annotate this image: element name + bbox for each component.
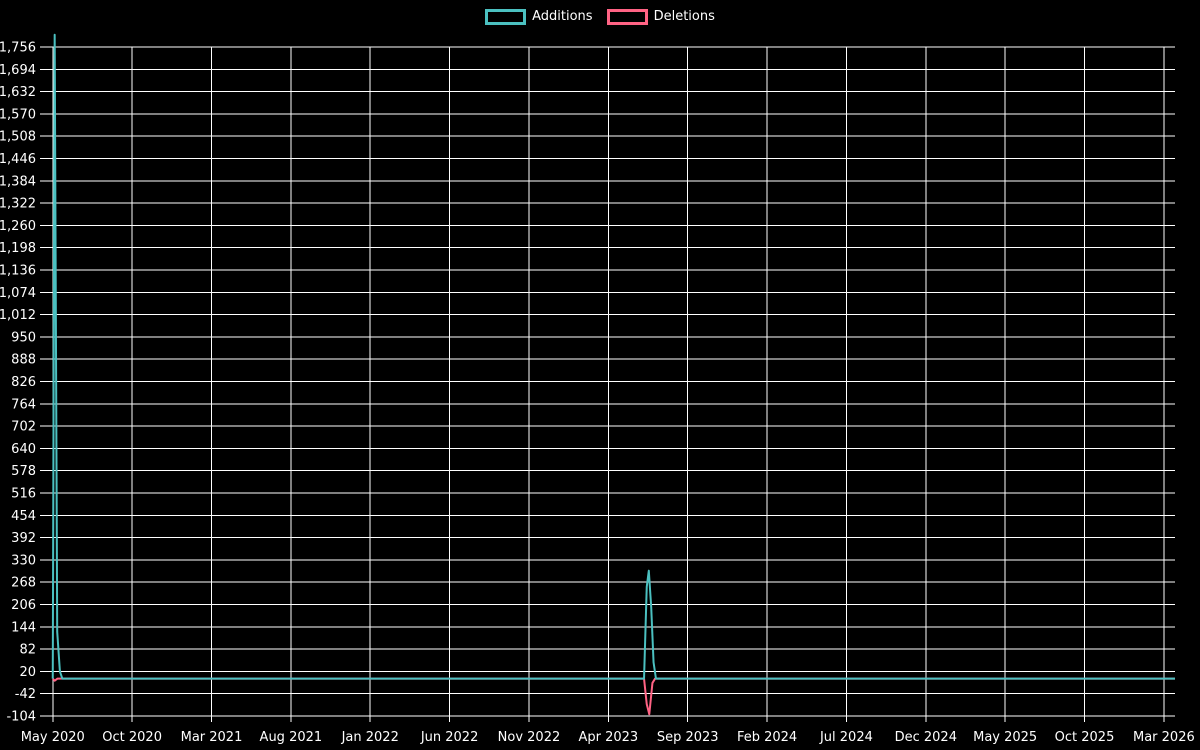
deletions-line xyxy=(52,677,1175,716)
x-tick-label: Aug 2021 xyxy=(260,730,323,745)
y-tick-label: 1,570 xyxy=(0,107,36,122)
y-tick-label: 826 xyxy=(11,375,36,390)
additions-legend-label: Additions xyxy=(532,9,593,24)
y-tick-label: 144 xyxy=(11,620,36,635)
x-tick-label: May 2025 xyxy=(973,730,1037,745)
y-tick-label: 1,012 xyxy=(0,308,36,323)
y-tick-label: 1,322 xyxy=(0,197,36,212)
y-tick-label: 392 xyxy=(11,531,36,546)
additions-swatch-icon xyxy=(485,9,527,25)
y-tick-label: 764 xyxy=(11,397,36,412)
legend-item-deletions[interactable]: Deletions xyxy=(606,9,715,25)
deletions-legend-label: Deletions xyxy=(653,9,715,24)
x-tick-label: Mar 2026 xyxy=(1133,730,1195,745)
x-tick-label: Jun 2022 xyxy=(420,730,479,745)
y-tick-label: 888 xyxy=(11,353,36,368)
y-tick-label: -104 xyxy=(6,710,36,725)
x-tick-label: Oct 2025 xyxy=(1055,730,1115,745)
deletions-swatch-icon xyxy=(606,9,648,25)
x-tick-label: Oct 2020 xyxy=(102,730,162,745)
y-tick-label: 1,508 xyxy=(0,130,36,145)
legend-item-additions[interactable]: Additions xyxy=(485,9,593,25)
x-tick-label: Mar 2021 xyxy=(181,730,243,745)
x-tick-label: Nov 2022 xyxy=(498,730,561,745)
y-tick-label: 1,074 xyxy=(0,286,36,301)
y-tick-label: 702 xyxy=(11,420,36,435)
y-tick-label: 268 xyxy=(11,576,36,591)
x-tick-label: Feb 2024 xyxy=(737,730,797,745)
y-tick-label: 330 xyxy=(11,553,36,568)
y-tick-label: 82 xyxy=(19,643,36,658)
y-tick-label: 516 xyxy=(11,487,36,502)
x-tick-label: Jul 2024 xyxy=(819,730,873,745)
y-tick-label: 950 xyxy=(11,330,36,345)
y-tick-label: 206 xyxy=(11,598,36,613)
x-tick-label: Dec 2024 xyxy=(895,730,957,745)
y-tick-label: 454 xyxy=(11,509,36,524)
x-tick-label: May 2020 xyxy=(21,730,85,745)
chart-legend: Additions Deletions xyxy=(0,9,1200,25)
y-tick-label: 1,694 xyxy=(0,63,36,78)
additions-line xyxy=(51,33,1175,680)
y-tick-label: 1,136 xyxy=(0,264,36,279)
x-tick-label: Apr 2023 xyxy=(578,730,638,745)
y-tick-label: 1,756 xyxy=(0,41,36,56)
x-tick-label: Jan 2022 xyxy=(341,730,399,745)
y-tick-label: -42 xyxy=(15,687,36,702)
y-tick-label: 578 xyxy=(11,464,36,479)
y-tick-label: 1,198 xyxy=(0,241,36,256)
y-tick-label: 1,446 xyxy=(0,152,36,167)
x-tick-label: Sep 2023 xyxy=(657,730,719,745)
y-tick-label: 1,632 xyxy=(0,85,36,100)
y-tick-label: 20 xyxy=(19,665,36,680)
y-tick-label: 1,260 xyxy=(0,219,36,234)
y-tick-label: 640 xyxy=(11,442,36,457)
y-tick-label: 1,384 xyxy=(0,174,36,189)
